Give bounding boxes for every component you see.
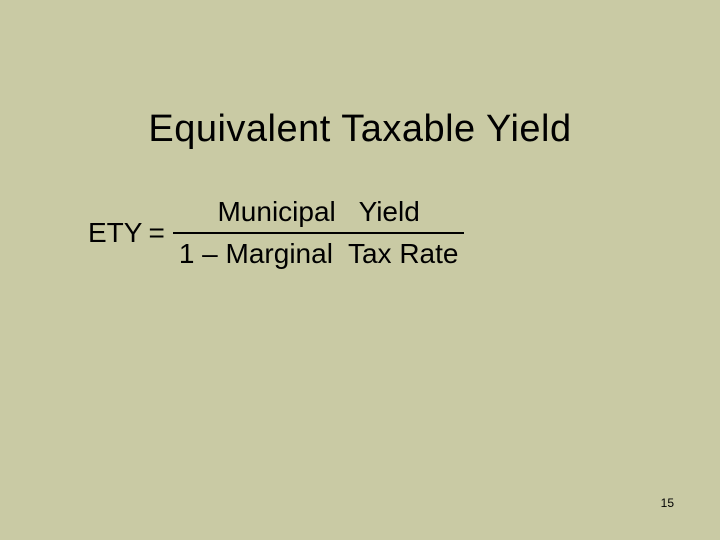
formula-numerator: Municipal Yield (207, 196, 429, 232)
slide-title: Equivalent Taxable Yield (0, 108, 720, 151)
formula-equals: = (148, 217, 164, 249)
page-number: 15 (661, 496, 674, 510)
formula-fraction: Municipal Yield 1 – Marginal Tax Rate (173, 196, 465, 270)
formula-lhs: ETY (88, 217, 142, 249)
formula: ETY = Municipal Yield 1 – Marginal Tax R… (88, 196, 464, 270)
formula-denominator: 1 – Marginal Tax Rate (173, 234, 465, 270)
